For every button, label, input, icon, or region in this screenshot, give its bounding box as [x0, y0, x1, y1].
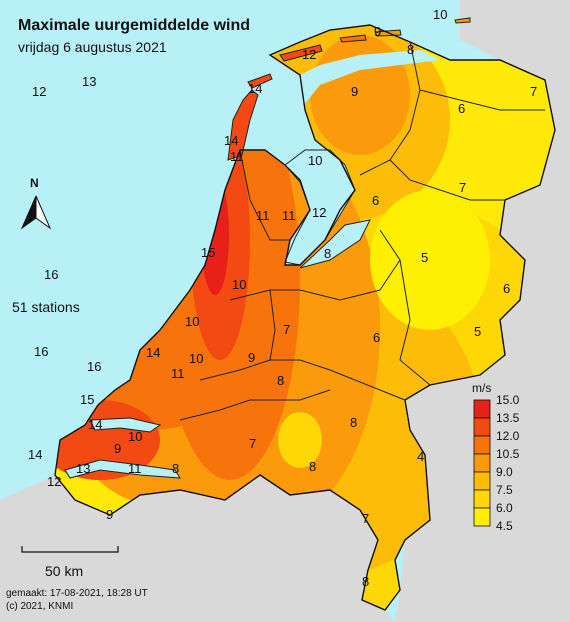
legend-swatch: [473, 453, 491, 473]
copyright: (c) 2021, KNMI: [6, 601, 73, 612]
legend-tick: 12.0: [496, 429, 520, 443]
station-value: 10: [308, 153, 322, 168]
station-value: 5: [474, 324, 481, 339]
station-value: 8: [407, 42, 414, 57]
legend-ticks: 15.0 13.5 12.0 10.5 9.0 7.5 6.0 4.5: [496, 393, 520, 533]
legend-swatch: [473, 435, 491, 455]
station-value: 13: [76, 461, 90, 476]
legend-tick: 15.0: [496, 393, 520, 407]
station-value: 16: [34, 344, 48, 359]
station-value: 14: [28, 447, 42, 462]
legend-unit: m/s: [472, 381, 491, 395]
station-value: 12: [47, 474, 61, 489]
station-value: 10: [128, 429, 142, 444]
station-value: 9: [374, 24, 381, 39]
station-value: 8: [172, 461, 179, 476]
station-value: 7: [249, 436, 256, 451]
station-value: 13: [82, 74, 96, 89]
station-value: 14: [224, 133, 238, 148]
legend-swatches: [473, 399, 491, 527]
belgium-area: [0, 475, 395, 622]
station-value: 7: [362, 511, 369, 526]
station-value: 16: [87, 359, 101, 374]
station-value: 5: [421, 250, 428, 265]
station-count: 51 stations: [12, 299, 80, 315]
station-value: 8: [324, 246, 331, 261]
station-value: 8: [350, 415, 357, 430]
map-title: Maximale uurgemiddelde wind: [18, 17, 250, 34]
station-value: 6: [458, 101, 465, 116]
rottumeroog-island: [454, 17, 471, 24]
legend: m/s 15.0 13.5 12.0 10.5 9.0 7.5 6.0 4.5: [472, 381, 520, 533]
texel-island: [227, 89, 259, 161]
station-value: 9: [248, 350, 255, 365]
station-value: 8: [277, 373, 284, 388]
oosterschelde: [89, 417, 162, 433]
station-value: 8: [362, 574, 369, 589]
station-value: 14: [146, 345, 160, 360]
legend-swatch: [473, 507, 491, 527]
station-value: 9: [351, 84, 358, 99]
station-value: 11: [171, 366, 185, 381]
station-value: 7: [459, 180, 466, 195]
station-value: 7: [530, 84, 537, 99]
station-value: 6: [373, 330, 380, 345]
station-value: 8: [309, 459, 316, 474]
legend-swatch: [473, 489, 491, 509]
station-value: 15: [201, 245, 215, 260]
station-value: 10: [232, 277, 246, 292]
germany-area: [395, 0, 570, 622]
made-timestamp: gemaakt: 17-08-2021, 18:28 UT: [6, 588, 148, 599]
station-value: 10: [189, 351, 203, 366]
station-value: 12: [32, 84, 46, 99]
westerschelde: [64, 459, 181, 479]
station-value: 12: [302, 47, 316, 62]
ameland-island: [339, 34, 367, 43]
vlieland-island: [247, 73, 273, 89]
station-value: 16: [44, 267, 58, 282]
north-arrow: N: [20, 176, 52, 230]
scale-bar: 50 km: [21, 546, 119, 579]
scale-label: 50 km: [45, 563, 83, 579]
legend-tick: 13.5: [496, 411, 520, 425]
station-value: 15: [80, 392, 94, 407]
legend-swatch: [473, 417, 491, 437]
legend-swatch: [473, 471, 491, 491]
markermeer: [299, 219, 371, 269]
terschelling-island: [279, 44, 323, 62]
north-label: N: [30, 176, 39, 190]
station-value: 4: [417, 449, 424, 464]
station-value: 11: [282, 208, 296, 223]
station-value: 9: [106, 507, 113, 522]
station-value: 14: [248, 81, 262, 96]
station-value: 6: [503, 281, 510, 296]
station-value: 11: [256, 208, 270, 223]
station-value: 11: [230, 149, 244, 164]
wadden-sea: [260, 50, 440, 150]
station-value: 9: [114, 441, 121, 456]
legend-swatch: [473, 399, 491, 419]
station-value: 7: [283, 322, 290, 337]
station-value: 6: [372, 193, 379, 208]
station-value: 14: [88, 417, 102, 432]
legend-tick: 6.0: [496, 501, 513, 515]
netherlands-outline: [54, 24, 556, 611]
map-subtitle: vrijdag 6 augustus 2021: [18, 39, 167, 55]
station-value: 11: [128, 461, 142, 476]
legend-tick: 4.5: [496, 519, 513, 533]
legend-tick: 10.5: [496, 447, 520, 461]
legend-tick: 7.5: [496, 483, 513, 497]
station-value: 12: [312, 205, 326, 220]
legend-tick: 9.0: [496, 465, 513, 479]
province-borders: [179, 41, 545, 421]
station-value: 10: [433, 7, 447, 22]
station-value: 10: [185, 314, 199, 329]
